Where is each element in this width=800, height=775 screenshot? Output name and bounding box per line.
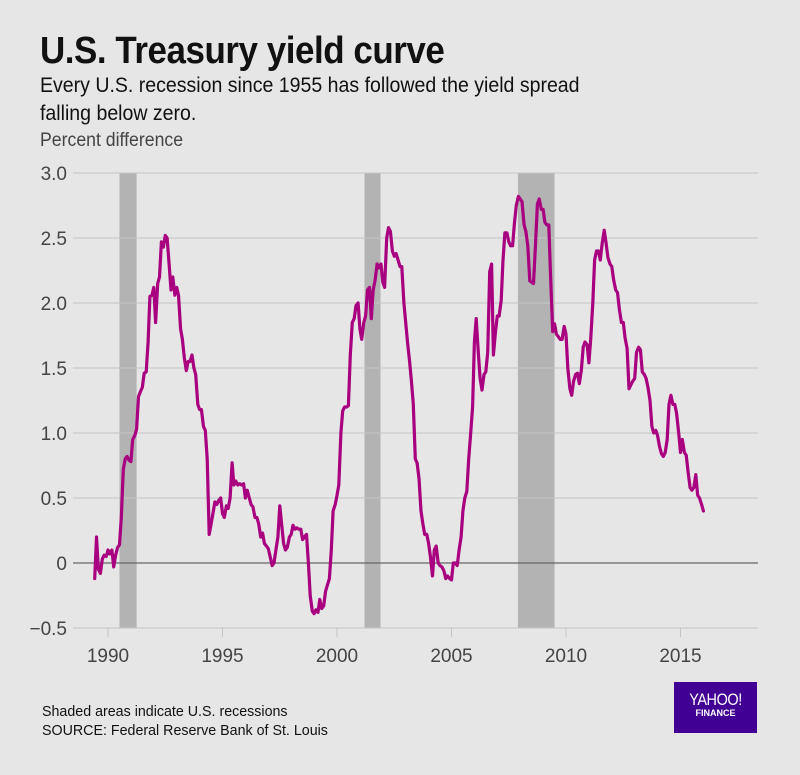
recession-band-2	[364, 173, 381, 628]
x-tick-label: 1990	[87, 646, 129, 667]
logo-line-1: YAHOO!	[689, 690, 742, 709]
subtitle-line-1: Every U.S. recession since 1955 has foll…	[40, 74, 580, 97]
recession-band-1	[119, 173, 137, 628]
y-tick-label: 2.0	[41, 294, 67, 315]
x-tick-label: 2005	[430, 646, 472, 667]
logo-line-2: FINANCE	[695, 708, 736, 718]
x-tick-label: 1995	[201, 646, 243, 667]
x-tick-label: 2015	[659, 646, 701, 667]
y-tick-label: 1.5	[41, 359, 67, 380]
y-axis-label: Percent difference	[40, 130, 184, 151]
x-tick-label: 2000	[316, 646, 358, 667]
x-tick-label: 2010	[545, 646, 587, 667]
yield-spread-line	[93, 194, 705, 616]
y-tick-labels: −0.5 0 0.5 1.0 1.5 2.0 2.5 3.0	[29, 164, 67, 640]
recession-shading-group	[119, 173, 555, 628]
chart-subtitle: Every U.S. recession since 1955 has foll…	[40, 72, 635, 128]
y-tick-label: 0	[56, 554, 67, 575]
chart-title: U.S. Treasury yield curve	[40, 30, 445, 72]
y-tick-label: −0.5	[29, 619, 67, 640]
subtitle-line-2: falling below zero.	[40, 102, 197, 125]
source-note: SOURCE: Federal Reserve Bank of St. Loui…	[42, 722, 328, 739]
y-tick-label: 0.5	[41, 489, 67, 510]
footer-notes: Shaded areas indicate U.S. recessions SO…	[42, 702, 328, 740]
recession-note: Shaded areas indicate U.S. recessions	[42, 703, 288, 720]
x-tick-labels: 1990 1995 2000 2005 2010 2015	[87, 628, 702, 667]
gridlines-group	[73, 172, 758, 629]
yahoo-finance-logo: YAHOO! FINANCE	[674, 682, 757, 733]
y-tick-label: 1.0	[41, 424, 67, 445]
y-tick-label: 3.0	[41, 164, 67, 185]
line-chart: −0.5 0 0.5 1.0 1.5 2.0 2.5 3.0 1990 1995 2000 2005…	[29, 164, 758, 667]
y-tick-label: 2.5	[41, 229, 67, 250]
